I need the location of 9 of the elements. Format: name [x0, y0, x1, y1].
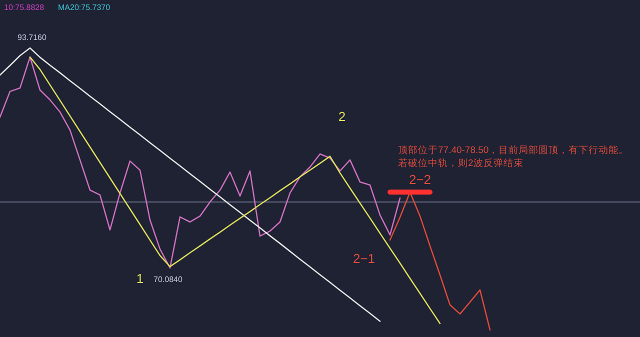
annotation: 70.0840: [154, 275, 184, 284]
annotation: 1: [136, 271, 144, 286]
annotation: 2−1: [352, 251, 376, 266]
annotation: 2: [338, 109, 346, 124]
text: 93.7160: [18, 33, 48, 42]
text: 10:75.8828: [4, 3, 45, 12]
annotation: 2−2: [408, 172, 432, 187]
text: MA20:75.7370: [58, 3, 111, 12]
annotation: 顶部位于77.40-78.50，目前局部圆顶，有下行动能。若破位中轨，则2波反弹结束: [398, 144, 630, 170]
